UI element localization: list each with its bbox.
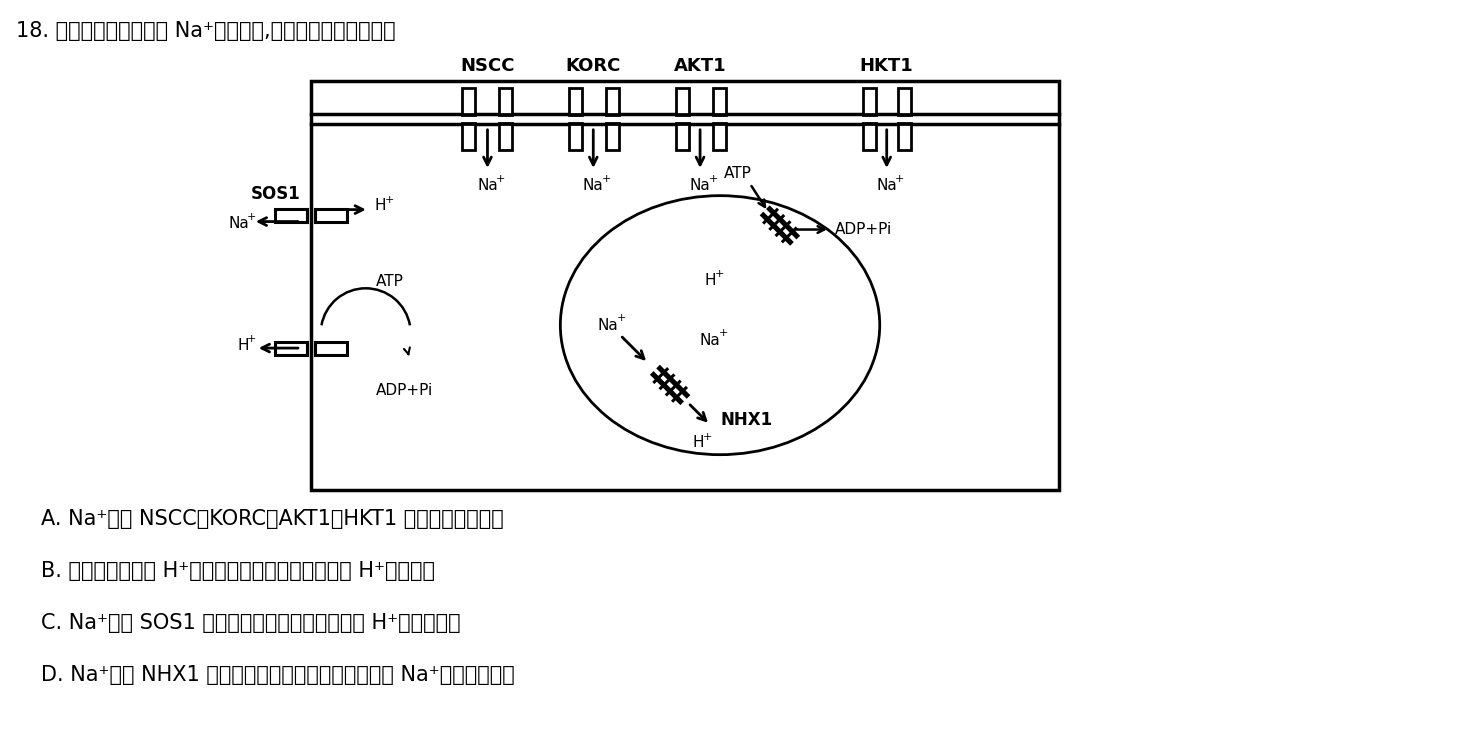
Text: Na: Na [689, 178, 710, 193]
Text: +: + [719, 328, 728, 338]
Text: A. Na⁺通过 NSCC、KORC、AKT1、HKT1 通道实现协助扩散: A. Na⁺通过 NSCC、KORC、AKT1、HKT1 通道实现协助扩散 [41, 509, 504, 529]
Text: +: + [896, 174, 904, 184]
Text: +: + [617, 313, 626, 324]
Text: +: + [709, 174, 717, 184]
Bar [863, 88, 876, 114]
Text: H: H [692, 436, 704, 450]
Text: Na: Na [583, 178, 604, 193]
Text: D. Na⁺通过 NHX1 协助扩散到液泡中可避免高浓度的 Na⁺对细胞的损伤: D. Na⁺通过 NHX1 协助扩散到液泡中可避免高浓度的 Na⁺对细胞的损伤 [41, 665, 516, 685]
Bar [605, 88, 619, 114]
Bar [676, 88, 688, 114]
Bar [463, 88, 474, 114]
Bar [713, 124, 726, 150]
Text: C. Na⁺通过 SOS1 载体主动运出细胞的动力来自 H⁺的浓度梯度: C. Na⁺通过 SOS1 载体主动运出细胞的动力来自 H⁺的浓度梯度 [41, 613, 461, 633]
Bar [569, 124, 582, 150]
Text: H: H [376, 198, 386, 213]
Text: Na: Na [598, 318, 619, 332]
Bar [463, 124, 474, 150]
Bar [275, 342, 306, 354]
Bar [899, 88, 912, 114]
Text: ADP+Pi: ADP+Pi [835, 222, 893, 237]
Text: +: + [247, 334, 256, 344]
Text: B. 质子泵主动运输 H⁺可维持细胞内外和液泡内外的 H⁺浓度梯度: B. 质子泵主动运输 H⁺可维持细胞内外和液泡内外的 H⁺浓度梯度 [41, 562, 436, 581]
Ellipse shape [560, 195, 879, 455]
Text: 18. 下图表示耐盐植物的 Na⁺转运过程,下列相关叙述错误的是: 18. 下图表示耐盐植物的 Na⁺转运过程,下列相关叙述错误的是 [16, 21, 396, 41]
Bar [499, 124, 513, 150]
Bar [899, 124, 912, 150]
Text: ATP: ATP [725, 167, 751, 181]
Bar [863, 124, 876, 150]
Text: ADP+Pi: ADP+Pi [376, 383, 433, 399]
Text: SOS1: SOS1 [250, 185, 300, 203]
Text: +: + [601, 174, 611, 184]
Text: +: + [384, 195, 395, 205]
Text: +: + [703, 432, 711, 441]
Bar [713, 88, 726, 114]
Text: +: + [714, 269, 723, 279]
Text: NHX1: NHX1 [720, 411, 772, 429]
Text: +: + [247, 212, 256, 222]
Text: H: H [237, 338, 249, 352]
Text: AKT1: AKT1 [673, 57, 726, 75]
Bar [676, 124, 688, 150]
Text: ATP: ATP [376, 274, 404, 289]
Text: +: + [496, 174, 505, 184]
Text: Na: Na [228, 216, 249, 231]
Text: Na: Na [477, 178, 498, 193]
Bar [605, 124, 619, 150]
Text: Na: Na [700, 332, 720, 348]
Text: H: H [704, 273, 716, 288]
Bar [315, 209, 346, 222]
Text: KORC: KORC [566, 57, 622, 75]
Bar [499, 88, 513, 114]
Text: NSCC: NSCC [460, 57, 514, 75]
Bar [275, 209, 306, 222]
Text: Na: Na [876, 178, 897, 193]
Bar [315, 342, 346, 354]
Text: HKT1: HKT1 [860, 57, 913, 75]
Bar [311, 81, 1059, 489]
Bar [569, 88, 582, 114]
